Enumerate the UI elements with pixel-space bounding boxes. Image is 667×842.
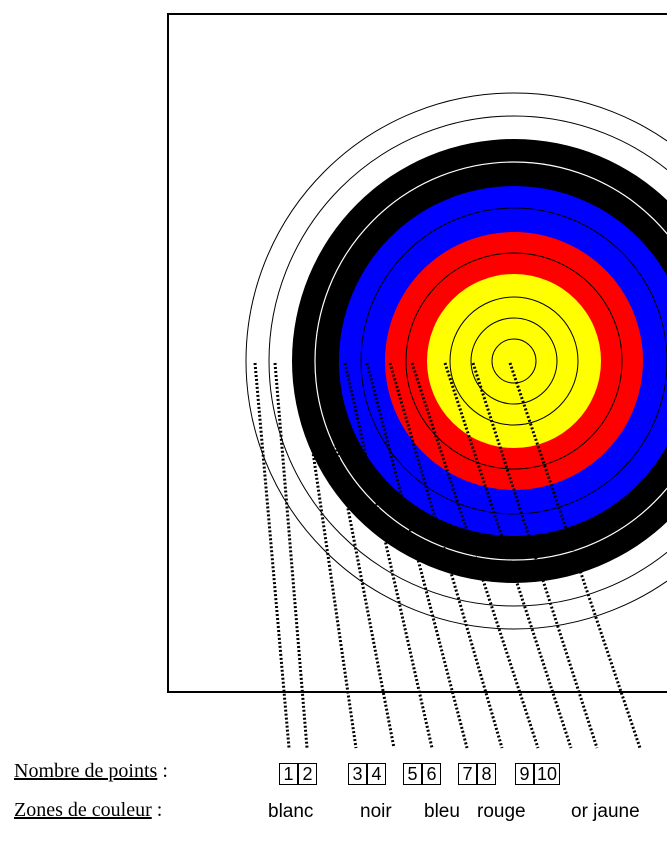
leader-lines — [253, 362, 642, 749]
zones-title: Zones de couleur — [14, 799, 152, 821]
leader-line-3 — [298, 362, 358, 749]
points-box-4: 4 — [367, 763, 386, 785]
boundary-rouge — [405, 252, 623, 470]
ring-or-jaune — [427, 274, 601, 448]
points-box-2: 2 — [298, 763, 317, 785]
zones-colon: : — [151, 799, 163, 821]
color-rings — [245, 92, 667, 630]
points-box-10: 10 — [534, 763, 560, 785]
zone-or-jaune: or jaune — [571, 801, 640, 822]
points-box-6: 6 — [422, 763, 441, 785]
points-colon: : — [157, 760, 168, 782]
zones-label: Zones de couleur : — [14, 799, 162, 822]
zone-blanc: blanc — [268, 801, 314, 822]
points-box-3: 3 — [348, 763, 367, 785]
boundary-noir — [314, 161, 667, 561]
zone-noir: noir — [360, 801, 392, 822]
leader-line-4 — [318, 362, 396, 749]
leader-line-9 — [443, 362, 573, 749]
leader-line-8 — [410, 362, 540, 749]
zone-bleu: bleu — [424, 801, 460, 822]
points-box-8: 8 — [477, 763, 496, 785]
zone-rouge: rouge — [477, 801, 526, 822]
points-box-5: 5 — [403, 763, 422, 785]
leader-line-10a — [471, 362, 599, 749]
points-box-7: 7 — [458, 763, 477, 785]
boundary-or-1 — [449, 296, 579, 426]
leader-line-5 — [343, 362, 434, 749]
points-title: Nombre de points — [14, 760, 158, 782]
points-label: Nombre de points : — [14, 760, 168, 783]
leader-line-1 — [253, 362, 291, 749]
leader-line-2 — [273, 362, 309, 749]
boundary-bleu — [360, 207, 667, 515]
points-box-1: 1 — [279, 763, 298, 785]
boundary-or-3 — [491, 338, 537, 384]
boundary-or-2 — [470, 317, 558, 405]
score-boundaries — [314, 161, 667, 561]
points-box-9: 9 — [515, 763, 534, 785]
leader-line-7 — [388, 362, 504, 749]
